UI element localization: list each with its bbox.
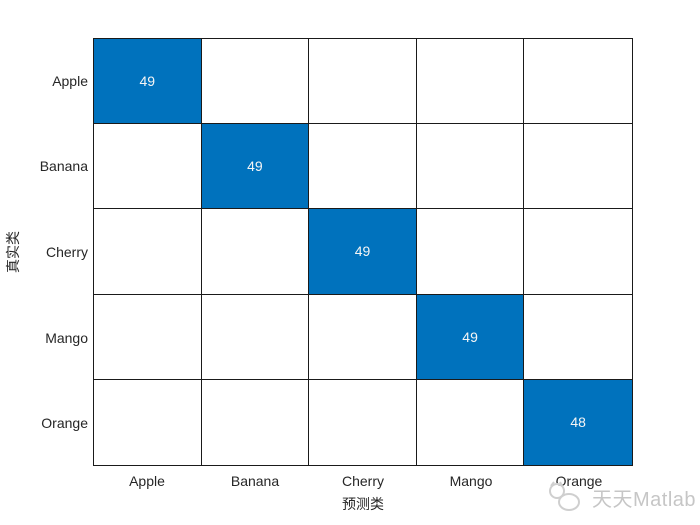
y-tick-label-cherry: Cherry	[45, 243, 88, 260]
matrix-cell-Banana-Orange	[524, 124, 632, 210]
matrix-cell-Cherry-Cherry: 49	[309, 209, 417, 295]
matrix-cell-Apple-Orange	[524, 39, 632, 125]
x-tick-label-banana: Banana	[230, 473, 280, 489]
matrix-cell-Orange-Banana	[201, 379, 310, 465]
y-tick-label-banana: Banana	[39, 158, 88, 175]
y-axis-tick-labels: Apple Banana Cherry Mango Orange	[0, 38, 88, 466]
matrix-cell-Mango-Orange	[524, 294, 632, 380]
y-tick-label-mango: Mango	[45, 329, 88, 346]
matrix-cell-Banana-Cherry	[309, 124, 417, 210]
matrix-cell-Cherry-Mango	[416, 209, 525, 295]
matrix-cell-Mango-Mango: 49	[416, 294, 525, 380]
matrix-cell-Mango-Apple	[94, 294, 202, 380]
matrix-cell-Mango-Cherry	[309, 294, 417, 380]
matrix-cell-Banana-Banana: 49	[201, 124, 310, 210]
matrix-cell-Apple-Cherry	[309, 39, 417, 125]
x-axis-tick-labels: Apple Banana Cherry Mango Orange	[93, 471, 633, 491]
matrix-cell-Orange-Apple	[94, 379, 202, 465]
y-tick-label-orange: Orange	[41, 415, 88, 432]
confusion-matrix-grid: 49 49 49 49 48	[93, 38, 633, 466]
x-tick-label-mango: Mango	[449, 473, 493, 489]
matrix-cell-Orange-Mango	[416, 379, 525, 465]
matrix-cell-Orange-Cherry	[309, 379, 417, 465]
matrix-cell-Cherry-Apple	[94, 209, 202, 295]
matrix-cell-Cherry-Orange	[524, 209, 632, 295]
matrix-cell-Banana-Mango	[416, 124, 525, 210]
matrix-cell-Cherry-Banana	[201, 209, 310, 295]
x-tick-label-apple: Apple	[129, 473, 165, 489]
x-tick-label-cherry: Cherry	[341, 473, 384, 489]
matrix-cell-Orange-Orange: 48	[524, 379, 632, 465]
x-axis-title: 预测类	[342, 496, 384, 512]
matrix-cell-Apple-Mango	[416, 39, 525, 125]
matrix-cell-Apple-Apple: 49	[94, 39, 202, 125]
matrix-cell-Banana-Apple	[94, 124, 202, 210]
x-tick-label-orange: Orange	[555, 473, 603, 489]
y-tick-label-apple: Apple	[52, 72, 88, 89]
matrix-cell-Mango-Banana	[201, 294, 310, 380]
matrix-cell-Apple-Banana	[201, 39, 310, 125]
